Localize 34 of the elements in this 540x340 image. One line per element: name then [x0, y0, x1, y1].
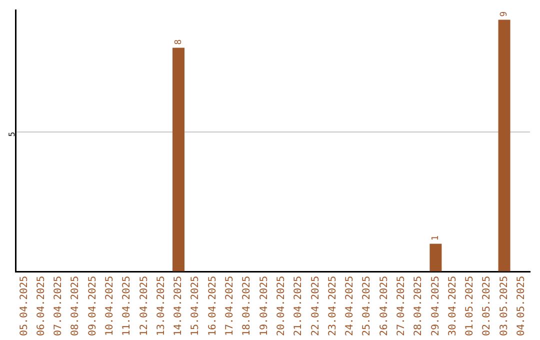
x-tick-label: 10.04.2025 [104, 276, 116, 336]
x-tick-label: 06.04.2025 [36, 276, 47, 336]
x-tick-label: 18.04.2025 [242, 276, 253, 336]
x-tick-label: 14.04.2025 [173, 276, 184, 336]
x-tick-label: 09.04.2025 [87, 276, 98, 336]
x-tick-label: 20.04.2025 [276, 276, 287, 336]
x-tick-label: 26.04.2025 [378, 276, 390, 336]
x-tick-label: 25.04.2025 [362, 276, 373, 336]
x-tick-label: 11.04.2025 [122, 276, 133, 336]
data-label: 8 [174, 39, 184, 45]
x-tick-label: 03.05.2025 [498, 276, 510, 336]
x-tick-label: 05.04.2025 [18, 276, 30, 336]
x-tick-label: 23.04.2025 [327, 276, 338, 336]
x-tick-label: 28.04.2025 [413, 276, 424, 336]
x-tick-label: 30.04.2025 [447, 276, 458, 336]
x-tick-label: 04.05.2025 [516, 276, 528, 336]
x-tick-label: 19.04.2025 [258, 276, 270, 336]
x-tick-label: 07.04.2025 [53, 276, 64, 336]
x-tick-label: 29.04.2025 [430, 276, 442, 336]
x-tick-label: 21.04.2025 [293, 276, 304, 336]
x-tick-label: 16.04.2025 [207, 276, 218, 336]
x-tick-label: 17.04.2025 [224, 276, 236, 336]
x-tick-label: 22.04.2025 [310, 276, 322, 336]
data-label: 9 [500, 11, 510, 17]
x-tick-label: 12.04.2025 [138, 276, 150, 336]
y-tick-label: 5 [8, 132, 17, 137]
x-tick-label: 08.04.2025 [70, 276, 82, 336]
data-label: 1 [431, 235, 442, 241]
x-tick-label: 15.04.2025 [190, 276, 202, 336]
x-tick-label: 13.04.2025 [156, 276, 167, 336]
x-tick-label: 01.05.2025 [464, 276, 476, 336]
x-tick-label: 27.04.2025 [396, 276, 407, 336]
x-tick-label: 24.04.2025 [344, 276, 356, 336]
x-tick-label: 02.05.2025 [482, 276, 493, 336]
